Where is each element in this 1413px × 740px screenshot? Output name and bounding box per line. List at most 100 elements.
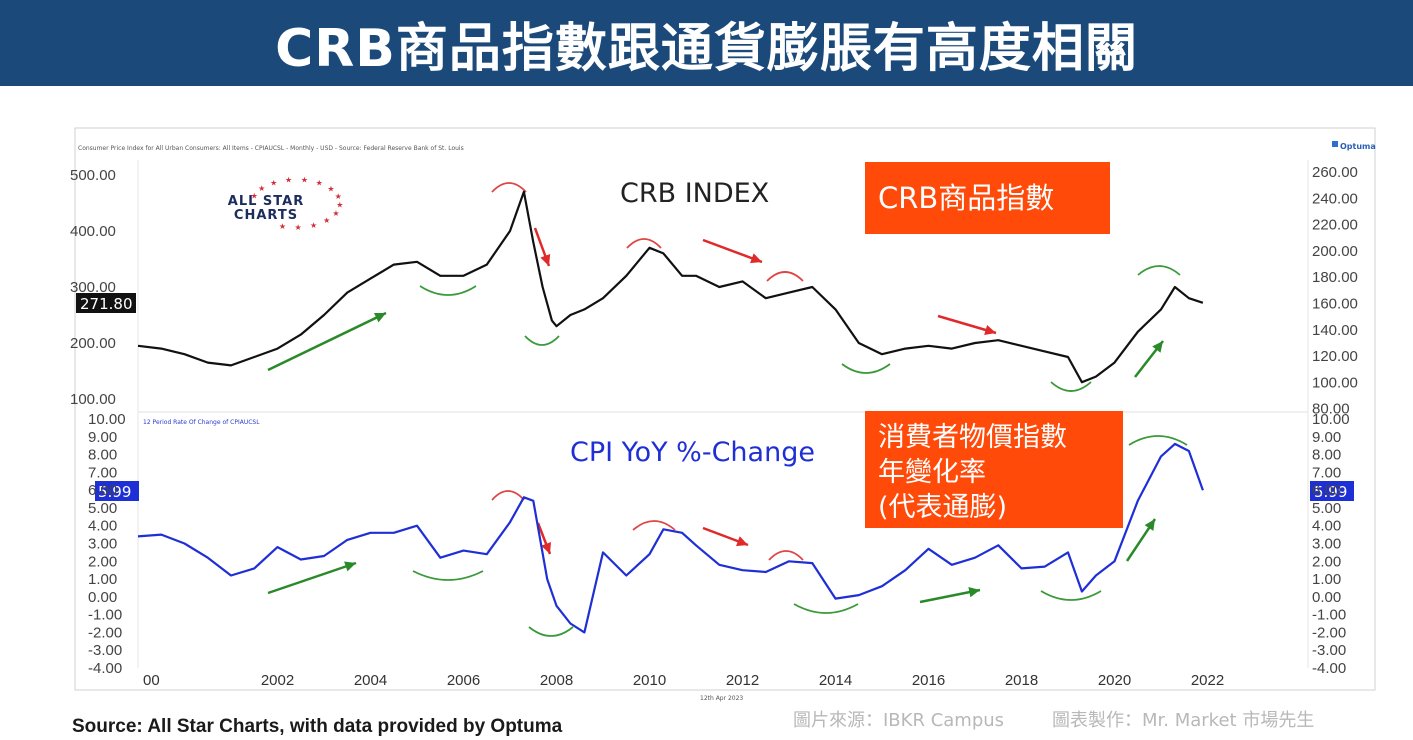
logo-star-icon: ★	[285, 175, 292, 184]
cpi-chart-title: CPI YoY %-Change	[570, 437, 815, 468]
x-tick-label: 2018	[1005, 672, 1038, 689]
down-arrow-icon-head	[541, 542, 551, 554]
crb-right-tick-label: 180.00	[1312, 269, 1358, 286]
cpi-label-line1: 消費者物價指數	[878, 422, 1067, 453]
brand-label: Optuma	[1340, 142, 1376, 151]
up-arrow-icon-head	[1144, 519, 1155, 531]
cpi-right-tick-label: 3.00	[1312, 536, 1341, 553]
cpi-label-box	[865, 411, 1123, 528]
crb-last-value-tag	[76, 293, 136, 313]
up-arrow-icon-head	[374, 312, 386, 323]
x-tick-label: 2022	[1191, 672, 1224, 689]
crb-right-tick-label: 220.00	[1312, 217, 1358, 234]
cpi-left-tick-label: 2.00	[88, 553, 117, 570]
cpi-right-tick-label: -1.00	[1312, 607, 1346, 624]
cpi-right-tick-label: 9.00	[1312, 429, 1341, 446]
crb-left-tick-label: 200.00	[70, 335, 116, 352]
crb-label-text: CRB商品指數	[878, 181, 1054, 215]
trough-arc	[1050, 381, 1092, 392]
trough-arc	[793, 603, 859, 614]
x-tick-label: 2014	[819, 672, 852, 689]
top-caption: Consumer Price Index for All Urban Consu…	[78, 145, 464, 152]
trough-arc	[528, 626, 574, 637]
header-banner: CRB商品指數跟通貨膨脹有高度相關	[0, 0, 1413, 86]
up-arrow-icon-head	[344, 561, 356, 572]
down-arrow-icon-head	[736, 536, 748, 547]
x-tick-label: 2002	[261, 672, 294, 689]
crb-right-tick-label: 100.00	[1312, 374, 1358, 391]
cpi-left-tick-label: -1.00	[88, 607, 122, 624]
cpi-right-tick-label: 8.00	[1312, 447, 1341, 464]
logo-star-icon: ★	[332, 209, 339, 218]
x-tick-label: 00	[143, 672, 160, 689]
source-footer: Source: All Star Charts, with data provi…	[72, 716, 563, 737]
cpi-series-line	[137, 442, 1204, 634]
logo-text-line2: CHARTS	[234, 208, 298, 223]
peak-arc	[1137, 265, 1181, 276]
crb-left-tick-label: 100.00	[70, 391, 116, 408]
cpi-right-tick-label: -4.00	[1312, 660, 1346, 677]
crb-series-line	[137, 190, 1204, 384]
down-arrow-icon-head	[750, 253, 762, 264]
trough-arc	[841, 363, 891, 374]
trough-arc	[412, 570, 484, 581]
cpi-left-tick-label: -4.00	[88, 660, 122, 677]
down-arrow-icon-head	[540, 254, 551, 266]
axis-ticks: 500.00 400.00 300.00 200.00 100.00 260.00 240.…	[70, 164, 1358, 689]
peak-arc	[766, 271, 804, 282]
cpi-left-tick-label: 3.00	[88, 536, 117, 553]
trough-arc	[1040, 590, 1102, 601]
x-tick-label: 2020	[1098, 672, 1131, 689]
cpi-right-tick-label: 7.00	[1312, 464, 1341, 481]
up-arrow-icon	[267, 561, 357, 595]
credit-source: 圖片來源：IBKR Campus	[793, 710, 1005, 731]
cpi-label-line2: 年變化率	[878, 457, 986, 488]
all-star-charts-logo: ★★★ ★ ★ ★★★★★★★★★ ALL STAR CHARTS	[228, 175, 344, 232]
page-title: CRB商品指數跟通貨膨脹有高度相關	[275, 19, 1138, 79]
crb-right-tick-label: 200.00	[1312, 243, 1358, 260]
crb-right-tick-label: 240.00	[1312, 190, 1358, 207]
cpi-right-tick-label: 5.00	[1312, 500, 1341, 517]
cpi-left-tick-label: 10.00	[88, 411, 126, 428]
series-lines	[137, 190, 1204, 634]
date-stamp: 12th Apr 2023	[700, 695, 743, 702]
cpi-right-tick-label: 6.00	[1312, 482, 1341, 499]
cpi-left-tick-label: -2.00	[88, 624, 122, 641]
crb-label-box	[865, 162, 1110, 234]
logo-star-icon: ★	[301, 175, 308, 184]
peak-arc	[768, 550, 804, 561]
x-tick-label: 2012	[726, 672, 759, 689]
x-tick-label: 2010	[633, 672, 666, 689]
cpi-last-value-tag-left	[95, 481, 139, 501]
crb-last-value: 271.80	[80, 295, 133, 313]
cpi-right-tick-label: 10.00	[1312, 411, 1350, 428]
annotations	[267, 182, 1188, 637]
cpi-left-tick-label: 9.00	[88, 429, 117, 446]
cpi-left-tick-label: 7.00	[88, 464, 117, 481]
x-tick-label: 2016	[912, 672, 945, 689]
credit-author: 圖表製作：Mr. Market 市場先生	[1052, 710, 1315, 731]
crb-left-tick-label: 500.00	[70, 167, 116, 184]
logo-star-icon: ★	[310, 221, 317, 230]
x-tick-label: 2006	[447, 672, 480, 689]
logo-star-icon: ★	[323, 216, 330, 225]
logo-star-icon: ★	[316, 179, 323, 188]
cpi-left-tick-label: 1.00	[88, 571, 117, 588]
cpi-left-tick-label: 5.00	[88, 500, 117, 517]
bottom-caption: 12 Period Rate Of Change of CPIAUCSL	[143, 419, 260, 426]
x-tick-label: 2004	[354, 672, 387, 689]
x-tick-label: 2008	[540, 672, 573, 689]
cpi-left-tick-label: 0.00	[88, 589, 117, 606]
cpi-left-tick-label: -3.00	[88, 642, 122, 659]
chart-frame	[74, 127, 1376, 691]
up-arrow-icon	[267, 311, 387, 372]
logo-star-icon: ★	[295, 223, 302, 232]
logo-star-icon: ★	[270, 178, 277, 187]
trough-arc	[419, 285, 477, 296]
crb-right-tick-label: 140.00	[1312, 322, 1358, 339]
peak-arc	[632, 520, 676, 531]
logo-star-icon: ★	[251, 192, 258, 201]
cpi-left-tick-label: 8.00	[88, 447, 117, 464]
crb-left-tick-label: 300.00	[70, 279, 116, 296]
